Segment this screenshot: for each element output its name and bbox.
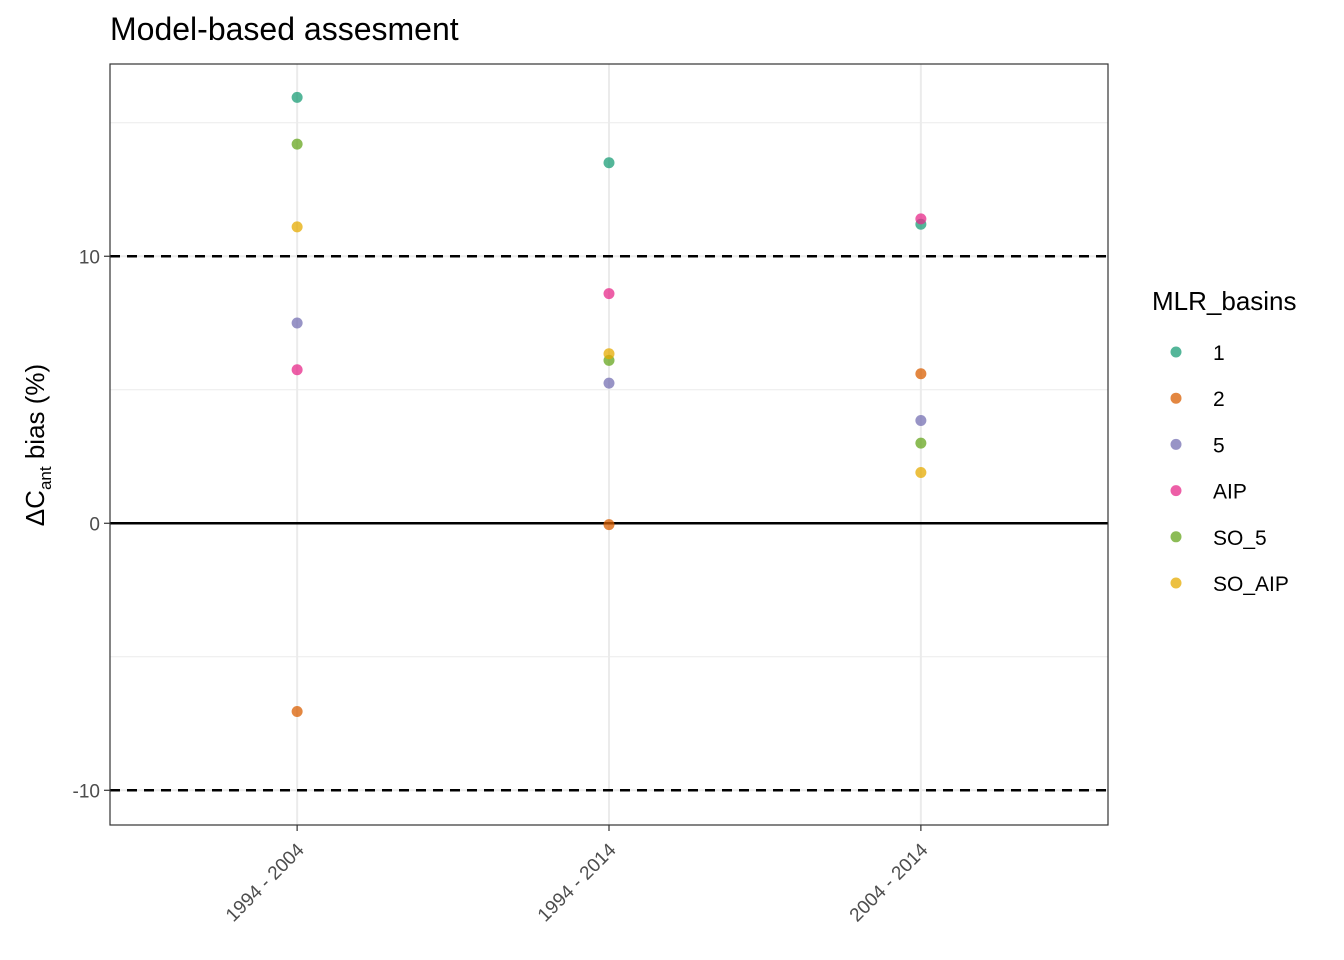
data-point bbox=[291, 221, 303, 233]
y-tick-label: 0 bbox=[89, 514, 100, 535]
y-axis-title-suffix: bias (%) bbox=[20, 364, 50, 467]
data-point bbox=[603, 288, 615, 300]
legend-key bbox=[1170, 346, 1182, 358]
data-point bbox=[915, 437, 927, 449]
data-point bbox=[291, 364, 303, 376]
data-point bbox=[291, 91, 303, 103]
legend-label: 5 bbox=[1213, 434, 1225, 457]
data-point bbox=[603, 377, 615, 389]
y-axis-title-subscript: ant bbox=[36, 466, 55, 490]
legend-label: 1 bbox=[1213, 342, 1225, 365]
plot-panel bbox=[109, 63, 1109, 826]
legend-key bbox=[1170, 531, 1182, 543]
data-point bbox=[291, 317, 303, 329]
data-point bbox=[603, 519, 615, 531]
data-point bbox=[915, 368, 927, 380]
y-axis-title: ΔCant bias (%) bbox=[20, 364, 55, 526]
data-point bbox=[915, 414, 927, 426]
data-point bbox=[603, 348, 615, 360]
legend-label: SO_5 bbox=[1213, 527, 1267, 550]
y-axis: -10 0 10 bbox=[73, 247, 110, 802]
data-point bbox=[603, 157, 615, 169]
legend-label: SO_AIP bbox=[1213, 573, 1289, 596]
legend-label: AIP bbox=[1213, 481, 1247, 504]
data-point bbox=[915, 467, 927, 479]
legend-key bbox=[1170, 392, 1182, 404]
legend: MLR_basins 1 2 5 AIP SO_5 SO_AIP bbox=[1152, 286, 1297, 596]
data-point bbox=[291, 706, 303, 718]
y-axis-title-prefix: ΔC bbox=[20, 490, 50, 526]
legend-key bbox=[1170, 438, 1182, 450]
legend-key bbox=[1170, 577, 1182, 589]
data-point bbox=[291, 138, 303, 150]
legend-label: 2 bbox=[1213, 388, 1225, 411]
chart-title: Model-based assesment bbox=[110, 11, 459, 47]
y-tick-label: 10 bbox=[79, 247, 100, 268]
y-tick-label: -10 bbox=[73, 781, 100, 802]
legend-key bbox=[1170, 485, 1182, 497]
legend-title: MLR_basins bbox=[1152, 286, 1297, 316]
data-point bbox=[915, 213, 927, 225]
